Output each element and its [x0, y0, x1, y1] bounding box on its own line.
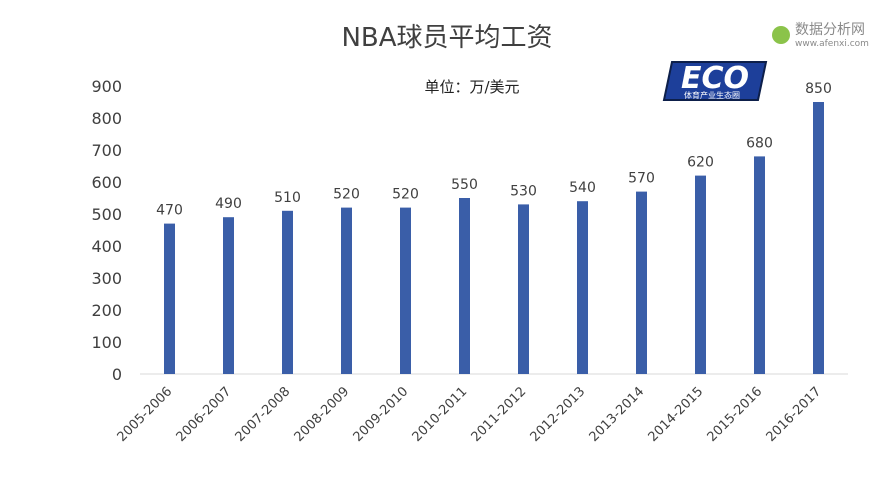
y-tick-label: 200 — [91, 301, 122, 320]
y-tick-label: 400 — [91, 237, 122, 256]
x-tick-label: 2011-2012 — [469, 384, 530, 445]
bar — [813, 102, 824, 374]
x-tick-label: 2016-2017 — [764, 384, 825, 445]
data-label: 470 — [156, 203, 183, 219]
eco-logo-text: ECO — [681, 61, 749, 96]
x-axis: 2005-20062006-20072007-20082008-20092009… — [115, 384, 825, 445]
bar — [282, 210, 293, 374]
watermark-name: 数据分析网 — [795, 22, 865, 38]
chart-title: NBA球员平均工资 — [341, 23, 552, 53]
y-tick-label: 800 — [91, 109, 122, 128]
eco-logo-badge — [662, 61, 768, 101]
data-labels: 470 490 510 520 520 550 530 540 570 620 680 850 — [156, 81, 832, 219]
data-label: 520 — [392, 187, 419, 203]
x-tick-label: 2012-2013 — [528, 384, 589, 445]
x-tick-label: 2010-2011 — [410, 384, 471, 445]
eco-logo-subtext: 体育产业生态圈 — [684, 90, 740, 100]
x-tick-label: 2009-2010 — [351, 384, 412, 445]
bar — [754, 156, 765, 374]
bar — [636, 191, 647, 374]
x-tick-label: 2013-2014 — [587, 384, 648, 445]
y-tick-label: 700 — [91, 141, 122, 160]
y-tick-label: 500 — [91, 205, 122, 224]
data-label: 490 — [215, 196, 242, 212]
y-tick-label: 0 — [112, 365, 122, 384]
data-label: 540 — [569, 180, 596, 196]
data-label: 570 — [628, 171, 655, 187]
x-tick-label: 2008-2009 — [292, 384, 353, 445]
x-tick-label: 2005-2006 — [115, 384, 176, 445]
bars — [164, 102, 824, 374]
y-tick-label: 600 — [91, 173, 122, 192]
y-tick-label: 100 — [91, 333, 122, 352]
bar — [695, 175, 706, 374]
data-label: 680 — [746, 135, 773, 151]
watermark-url: www.afenxi.com — [795, 39, 869, 49]
chart-subtitle: 单位：万/美元 — [424, 78, 519, 96]
bar — [341, 207, 352, 374]
eco-logo: ECO 体育产业生态圈 — [662, 61, 768, 101]
data-label: 530 — [510, 183, 537, 199]
bar — [223, 217, 234, 374]
y-axis: 0 100 200 300 400 500 600 700 800 900 — [91, 77, 122, 384]
data-label: 550 — [451, 177, 478, 193]
data-label: 620 — [687, 155, 714, 171]
x-tick-label: 2006-2007 — [174, 384, 235, 445]
bar — [400, 207, 411, 374]
bar — [459, 198, 470, 374]
watermark: 数据分析网 www.afenxi.com — [772, 22, 869, 49]
y-tick-label: 300 — [91, 269, 122, 288]
bar — [518, 204, 529, 374]
x-tick-label: 2015-2016 — [705, 384, 766, 445]
bar — [164, 223, 175, 374]
watermark-logo-icon — [772, 26, 790, 44]
data-label: 850 — [805, 81, 832, 97]
bar — [577, 201, 588, 374]
data-label: 510 — [274, 190, 301, 206]
data-label: 520 — [333, 187, 360, 203]
x-tick-label: 2014-2015 — [646, 384, 707, 445]
x-tick-label: 2007-2008 — [233, 384, 294, 445]
y-tick-label: 900 — [91, 77, 122, 96]
